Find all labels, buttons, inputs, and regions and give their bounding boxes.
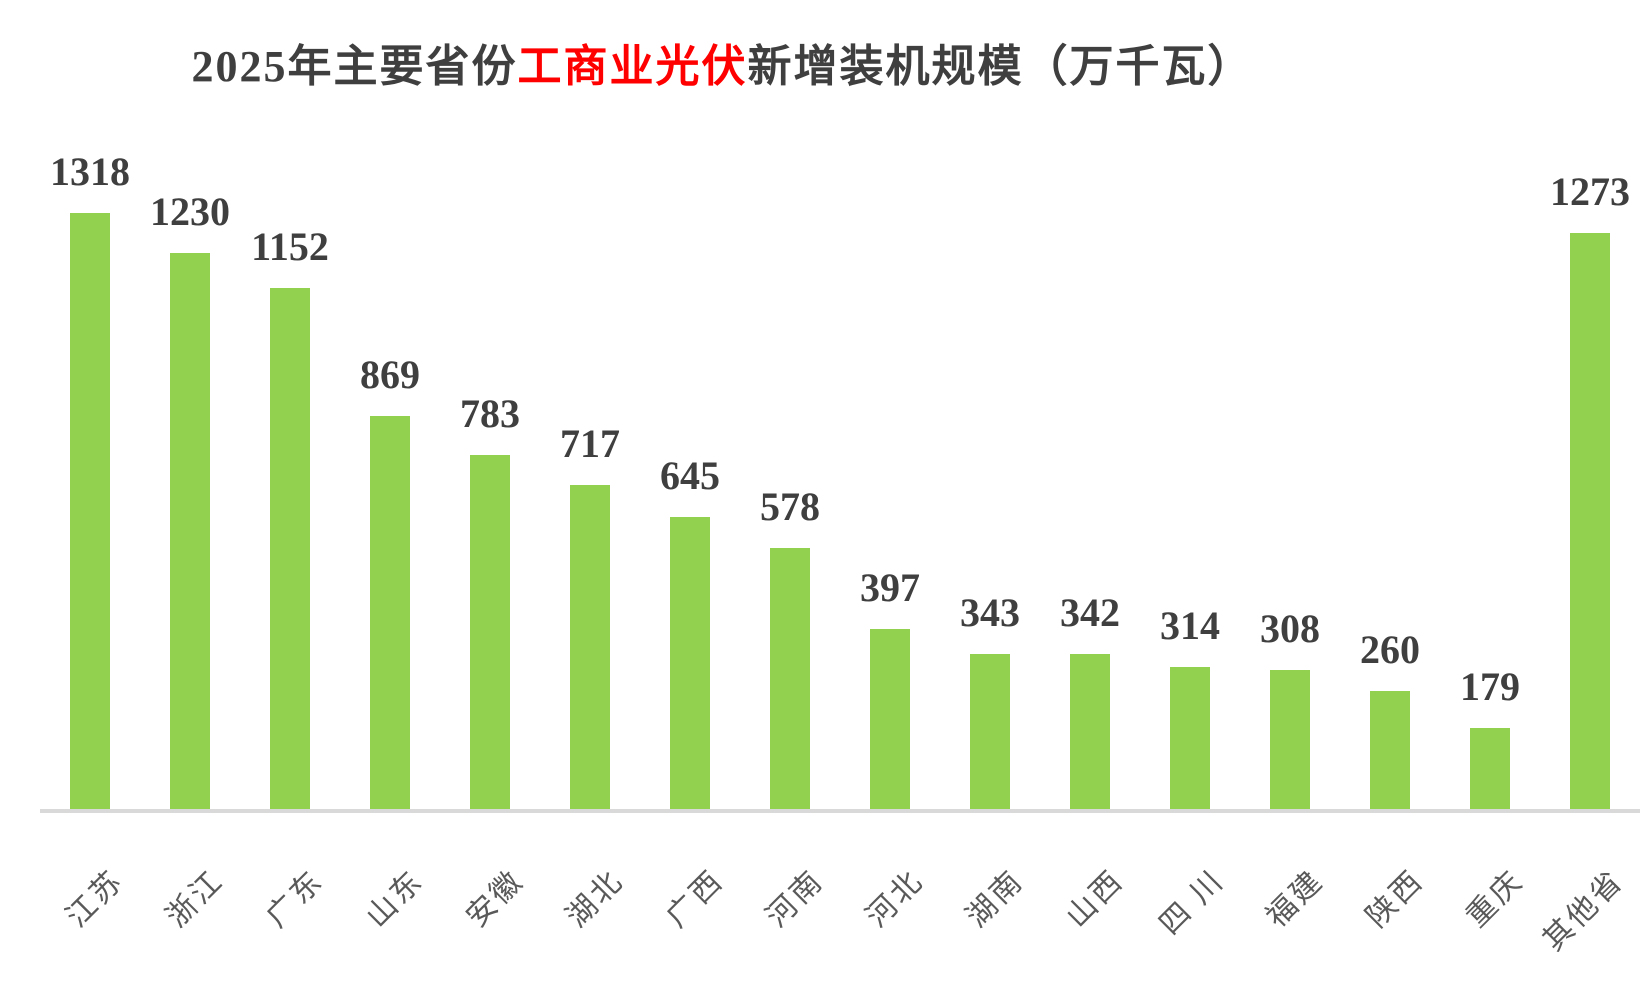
x-axis-label: 山西	[1040, 817, 1140, 977]
bar-column: 179	[1440, 148, 1540, 809]
x-axis-label-text: 山东	[360, 863, 431, 934]
bars-container: 1318 1230 1152 869 783 717 645 578 397 343 342 314 3…	[40, 148, 1640, 809]
x-axis-label: 安徽	[440, 817, 540, 977]
x-axis-labels: 江苏 浙江 广东 山东 安徽 湖北 广西 河南 河北 湖南 山西四 川福建 陕西 重庆 其他省	[40, 817, 1640, 990]
bar-value-label: 260	[1360, 627, 1420, 672]
bar-column: 578	[740, 148, 840, 809]
bar-column: 342	[1040, 148, 1140, 809]
x-axis-label: 浙江	[140, 817, 240, 977]
bar-column: 397	[840, 148, 940, 809]
bar	[470, 455, 510, 809]
x-axis-label: 江苏	[40, 817, 140, 977]
x-axis-label: 河南	[740, 817, 840, 977]
bar	[670, 517, 710, 809]
bar	[70, 213, 110, 809]
bar-value-label: 869	[360, 352, 420, 397]
bar-column: 308	[1240, 148, 1340, 809]
bar-column: 645	[640, 148, 740, 809]
bar-column: 1152	[240, 148, 340, 809]
x-axis-label: 其他省	[1537, 817, 1640, 977]
x-axis-label-text: 山西	[1060, 863, 1131, 934]
bar	[570, 485, 610, 809]
bar-value-label: 1273	[1550, 169, 1630, 214]
x-axis-label: 陕西	[1340, 817, 1440, 977]
bar	[1070, 654, 1110, 809]
x-axis-label: 河北	[840, 817, 940, 977]
x-axis-label-text: 广东	[260, 863, 331, 934]
bar	[1370, 691, 1410, 809]
bar-value-label: 1152	[251, 224, 329, 269]
x-axis-label: 重庆	[1440, 817, 1540, 977]
bar-value-label: 179	[1460, 664, 1520, 709]
x-axis-label: 四 川	[1140, 817, 1240, 977]
bar-column: 314	[1140, 148, 1240, 809]
x-axis-label-text: 福建	[1260, 863, 1331, 934]
bar-column: 1318	[40, 148, 140, 809]
bar	[1470, 728, 1510, 809]
bar-column: 1273	[1540, 148, 1640, 809]
x-axis-label-text: 湖北	[560, 863, 631, 934]
x-axis-label-text: 其他省	[1536, 863, 1631, 958]
bar-value-label: 783	[460, 391, 520, 436]
x-axis-label: 福建	[1240, 817, 1340, 977]
bar	[1270, 670, 1310, 809]
bar-value-label: 397	[860, 565, 920, 610]
bar-column: 869	[340, 148, 440, 809]
bar-column: 1230	[140, 148, 240, 809]
bar-value-label: 1318	[50, 149, 130, 194]
x-axis-label: 广东	[240, 817, 340, 977]
chart-title: 2025年主要省份工商业光伏新增装机规模（万千瓦）	[0, 30, 1445, 94]
bar	[870, 629, 910, 809]
plot-area: 1318 1230 1152 869 783 717 645 578 397 343 342 314 3…	[40, 0, 1640, 957]
x-axis-label-text: 重庆	[1460, 863, 1531, 934]
chart-title-prefix: 2025年主要省份	[191, 42, 518, 91]
bar-column: 717	[540, 148, 640, 809]
bar-value-label: 578	[760, 484, 820, 529]
x-axis-label: 山东	[340, 817, 440, 977]
bar-value-label: 343	[960, 590, 1020, 635]
x-axis-label-text: 河北	[860, 863, 931, 934]
bar	[970, 654, 1010, 809]
chart-title-highlight: 工商业光伏	[517, 42, 748, 91]
x-axis-label-text: 河南	[760, 863, 831, 934]
chart-title-suffix: 新增装机规模（万千瓦）	[747, 42, 1254, 91]
x-axis-label-text: 安徽	[460, 863, 531, 934]
bar	[770, 548, 810, 809]
x-axis-label: 广西	[640, 817, 740, 977]
bar-value-label: 342	[1060, 590, 1120, 635]
bar	[170, 253, 210, 809]
x-axis-label-text: 广西	[660, 863, 731, 934]
bar	[270, 288, 310, 809]
x-axis-label-text: 四 川	[1152, 863, 1231, 942]
bar-column: 783	[440, 148, 540, 809]
x-axis-label-text: 湖南	[960, 863, 1031, 934]
x-axis-line	[40, 809, 1640, 813]
bar-value-label: 645	[660, 453, 720, 498]
x-axis-label-text: 江苏	[60, 863, 131, 934]
x-axis-label-text: 陕西	[1360, 863, 1431, 934]
bar-value-label: 717	[560, 421, 620, 466]
bar-value-label: 308	[1260, 606, 1320, 651]
bar	[1170, 667, 1210, 809]
bar-column: 343	[940, 148, 1040, 809]
bar	[370, 416, 410, 809]
x-axis-label: 湖北	[540, 817, 640, 977]
x-axis-label: 湖南	[940, 817, 1040, 977]
bar-column: 260	[1340, 148, 1440, 809]
bar	[1570, 233, 1610, 809]
bar-value-label: 1230	[150, 189, 230, 234]
bar-value-label: 314	[1160, 603, 1220, 648]
x-axis-label-text: 浙江	[160, 863, 231, 934]
